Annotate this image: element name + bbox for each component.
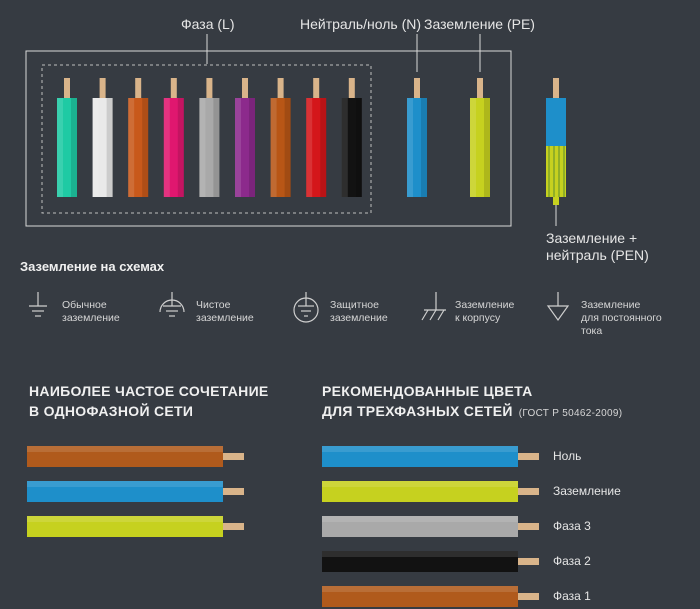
phase-wire-7 [270,78,291,197]
ground-label: Заземление (PE) [424,16,535,32]
single-phase-wire-2 [27,481,244,502]
protective-ground-icon [293,292,319,323]
symbol-4-text: Заземление к корпусу [455,299,515,324]
phase-wire-4 [163,78,184,197]
ground-wire [470,78,490,197]
main-frame [25,50,512,227]
three-phase-title: РЕКОМЕНДОВАННЫЕ ЦВЕТА ДЛЯ ТРЕХФАЗНЫХ СЕТ… [322,383,623,419]
gost-standard: (ГОСТ Р 50462-2009) [518,408,623,419]
pen-label-line2: нейтраль (PEN) [546,247,649,263]
symbol-3-text: Защитное заземление [330,299,388,324]
three-phase-label-4: Фаза 2 [553,554,591,568]
three-phase-label-5: Фаза 1 [553,589,591,603]
phase-label: Фаза (L) [181,16,235,32]
three-phase-label-2: Заземление [553,484,621,498]
ground-icon [29,292,47,317]
single-phase-title: НАИБОЛЕЕ ЧАСТОЕ СОЧЕТАНИЕ В ОДНОФАЗНОЙ С… [29,383,269,419]
single-phase-wire-3 [27,516,244,537]
pen-label-line1: Заземление + [546,230,638,246]
neutral-label: Нейтраль/ноль (N) [300,16,422,32]
phase-wire-5 [199,78,220,197]
three-phase-wire-4 [322,551,539,572]
symbol-1-text: Обычное заземление [62,299,120,324]
three-phase-wire-1 [322,446,539,467]
three-phase-wire-5 [322,586,539,607]
three-phase-wire-2 [322,481,539,502]
phase-wire-1 [57,78,77,197]
phase-wire-6 [235,78,255,197]
symbol-5-text: Заземление для постоянного тока [581,299,662,337]
three-phase-label-1: Ноль [553,449,582,463]
symbols-title: Заземление на схемах [20,259,165,274]
neutral-wire [407,78,427,197]
phase-group-frame [41,64,372,214]
phase-wire-9 [341,78,362,197]
pen-wire [546,78,566,205]
chassis-ground-icon [421,292,446,321]
three-phase-label-3: Фаза 3 [553,519,591,533]
phase-wire-3 [128,78,149,197]
dc-ground-icon [546,292,570,322]
clean-ground-icon [159,292,185,317]
single-phase-wire-1 [27,446,244,467]
three-phase-wire-3 [322,516,539,537]
phase-wire-2 [92,78,113,197]
symbol-2-text: Чистое заземление [196,299,254,324]
phase-wire-8 [306,78,327,197]
